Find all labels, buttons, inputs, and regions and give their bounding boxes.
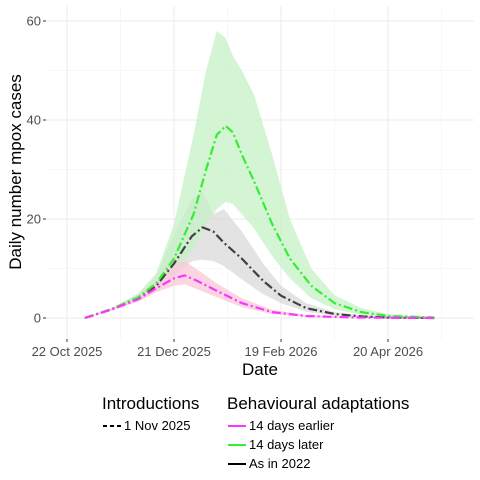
legend-adaptations: Behavioural adaptations 14 days earlier … xyxy=(227,392,409,473)
x-tick-label: 21 Dec 2025 xyxy=(137,344,211,359)
legend-item-label: As in 2022 xyxy=(249,456,311,471)
y-tick-label: 0 xyxy=(34,311,41,326)
magenta-line-key-icon xyxy=(228,425,246,427)
legend-item-label: 1 Nov 2025 xyxy=(124,418,191,433)
y-axis-title: Daily number mpox cases xyxy=(6,74,25,270)
x-tick-label: 20 Apr 2026 xyxy=(353,344,423,359)
legend-introductions-title: Introductions xyxy=(102,394,200,413)
chart: 0 20 40 60 22 Oct 2025 21 Dec 2025 19 Feb 202… xyxy=(6,6,474,379)
legend-item: As in 2022 xyxy=(227,454,409,473)
legend: Introductions 1 Nov 2025 Behavioural ada… xyxy=(0,392,480,478)
x-axis: 22 Oct 2025 21 Dec 2025 19 Feb 2026 20 Apr … xyxy=(32,339,423,359)
black-line-key-icon xyxy=(228,463,246,465)
legend-adaptations-title: Behavioural adaptations xyxy=(227,394,410,413)
y-axis: 0 20 40 60 xyxy=(27,14,46,326)
y-tick-label: 60 xyxy=(27,14,41,29)
line-as-in-2022 xyxy=(84,226,435,320)
ribbon-14-days-earlier xyxy=(84,261,435,318)
x-tick-label: 22 Oct 2025 xyxy=(32,344,103,359)
legend-item-label: 14 days earlier xyxy=(249,418,335,433)
y-tick-label: 20 xyxy=(27,212,41,227)
legend-item: 14 days earlier xyxy=(227,416,409,435)
ribbon-14-days-later xyxy=(84,30,435,319)
dashed-line-key-icon xyxy=(103,425,121,427)
legend-item-label: 14 days later xyxy=(249,437,324,452)
y-tick-label: 40 xyxy=(27,113,41,128)
x-tick-label: 19 Feb 2026 xyxy=(244,344,317,359)
x-axis-title: Date xyxy=(242,360,278,379)
legend-item: 1 Nov 2025 xyxy=(102,416,199,435)
series-lines xyxy=(84,124,435,320)
legend-introductions: Introductions 1 Nov 2025 xyxy=(102,392,199,435)
legend-item: 14 days later xyxy=(227,435,409,454)
green-line-key-icon xyxy=(228,444,246,446)
